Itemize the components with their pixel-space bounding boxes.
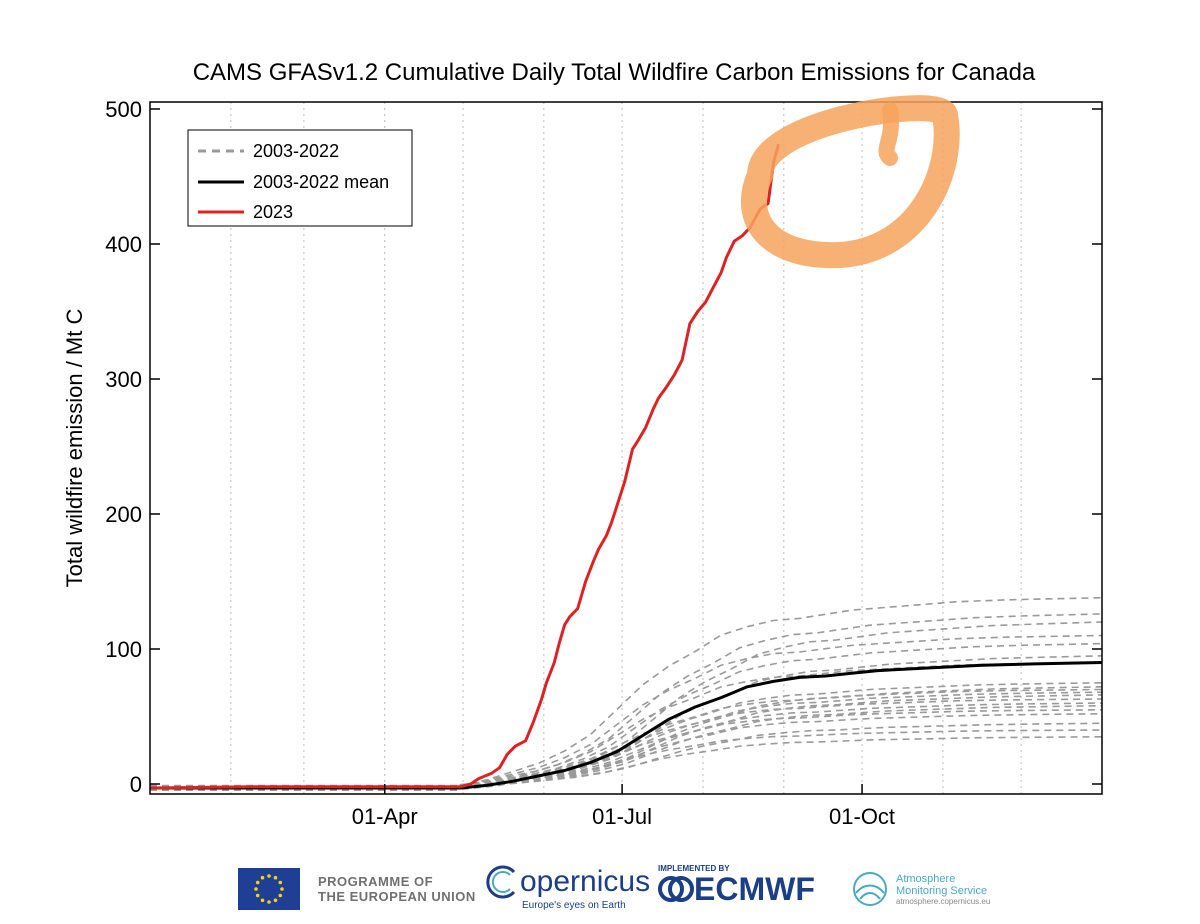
eu-line-1: PROGRAMME OF xyxy=(318,874,434,889)
ams-line-1: Atmosphere xyxy=(896,872,956,885)
legend: 2003-2022 2003-2022 mean 2023 xyxy=(187,129,413,227)
eu-programme-text: PROGRAMME OF THE EUROPEAN UNION xyxy=(318,874,476,904)
historical-year-line xyxy=(150,634,1103,790)
chart-title: CAMS GFASv1.2 Cumulative Daily Total Wil… xyxy=(193,59,1036,86)
historical-year-line xyxy=(150,596,1103,792)
ecmwf-wordmark: ECMWF xyxy=(694,871,815,907)
series-line-2023 xyxy=(149,143,781,790)
eu-star-icon xyxy=(260,898,265,903)
x-tick-label: 01-Apr xyxy=(352,804,418,829)
eu-logo: PROGRAMME OF THE EUROPEAN UNION xyxy=(238,864,476,914)
copernicus-c-icon xyxy=(486,865,516,899)
historical-year-line xyxy=(150,722,1103,787)
plot-frame xyxy=(149,101,1103,795)
copernicus-logo: opernicus Europe's eyes on Earth xyxy=(484,864,650,914)
y-tick-label: 500 xyxy=(105,97,142,122)
y-tick-label: 400 xyxy=(105,232,142,257)
eu-star-icon xyxy=(267,900,271,904)
eu-star-icon xyxy=(260,875,265,880)
copernicus-wordmark: opernicus xyxy=(520,865,651,898)
series-line-mean xyxy=(150,661,1103,790)
atmosphere-globe-icon xyxy=(853,872,887,906)
legend-box xyxy=(187,129,413,227)
historical-year-line xyxy=(150,709,1103,788)
x-tick-label: 01-Oct xyxy=(829,804,895,829)
highlight-circle-annotation xyxy=(741,95,960,269)
historical-year-line xyxy=(150,713,1103,788)
historical-year-line xyxy=(150,642,1103,790)
copernicus-tagline: Europe's eyes on Earth xyxy=(522,900,626,911)
chart: 0 100 200 300 400 500 01-Apr 01-Jul 01-Oct CAMS… xyxy=(62,59,1103,829)
legend-label-historical: 2003-2022 xyxy=(253,141,339,161)
legend-label-mean: 2003-2022 mean xyxy=(253,172,389,192)
eu-star-icon xyxy=(267,874,271,878)
legend-label-2023: 2023 xyxy=(253,202,293,222)
historical-year-line xyxy=(150,736,1103,787)
eu-line-2: THE EUROPEAN UNION xyxy=(318,889,476,904)
ams-line-2: Monitoring Service xyxy=(896,884,988,897)
eu-star-icon xyxy=(255,893,260,898)
eu-star-icon xyxy=(280,887,284,891)
y-axis-label: Total wildfire emission / Mt C xyxy=(62,309,87,588)
eu-star-icon xyxy=(255,880,260,885)
eu-flag-icon xyxy=(238,868,300,910)
historical-year-line xyxy=(150,702,1103,788)
ecmwf-wave-icon xyxy=(658,876,694,902)
eu-star-icon xyxy=(273,875,278,880)
cams-logo: Atmosphere Monitoring Service atmosphere… xyxy=(850,864,990,914)
y-axis: 0 100 200 300 400 500 xyxy=(105,97,1102,797)
y-tick-label: 300 xyxy=(105,367,142,392)
x-axis: 01-Apr 01-Jul 01-Oct xyxy=(352,784,895,829)
ams-url: atmosphere.copernicus.eu xyxy=(896,896,991,906)
x-tick-label: 01-Jul xyxy=(592,804,652,829)
historical-year-line xyxy=(150,661,1103,789)
historical-year-line xyxy=(150,682,1103,789)
eu-star-icon xyxy=(273,898,278,903)
ecmwf-logo: IMPLEMENTED BY ECMWF xyxy=(658,864,815,914)
y-tick-label: 200 xyxy=(105,502,142,527)
ecmwf-implemented-by: IMPLEMENTED BY xyxy=(658,864,730,873)
series-lines xyxy=(149,143,1103,790)
eu-star-icon xyxy=(278,880,283,885)
historical-year-line xyxy=(150,691,1103,788)
y-tick-label: 0 xyxy=(130,772,142,797)
eu-star-icon xyxy=(254,887,258,891)
y-tick-label: 100 xyxy=(105,637,142,662)
historical-year-line xyxy=(150,729,1103,787)
eu-star-icon xyxy=(278,893,283,898)
footer-logos: PROGRAMME OF THE EUROPEAN UNION opernicu… xyxy=(0,850,1200,924)
